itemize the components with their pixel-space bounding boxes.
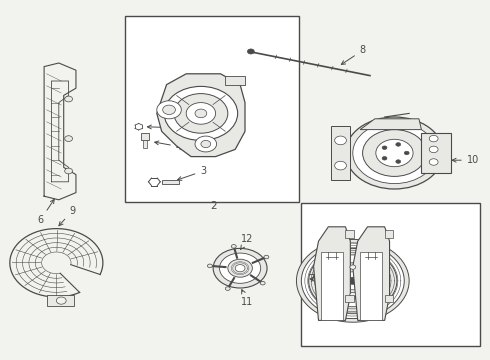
Bar: [47, 295, 74, 306]
Circle shape: [368, 279, 374, 283]
Circle shape: [260, 281, 265, 285]
Text: 4: 4: [155, 141, 182, 152]
Text: 2: 2: [210, 201, 217, 211]
Circle shape: [396, 160, 401, 163]
Circle shape: [201, 140, 211, 148]
Circle shape: [318, 255, 388, 307]
Bar: [225, 76, 245, 85]
Circle shape: [335, 161, 346, 170]
Bar: [331, 126, 350, 180]
Polygon shape: [314, 227, 350, 320]
Text: 10: 10: [452, 155, 479, 165]
Circle shape: [337, 288, 343, 293]
Bar: [143, 140, 147, 148]
Bar: [385, 230, 393, 238]
Bar: [141, 133, 149, 140]
Circle shape: [328, 263, 377, 299]
Bar: [385, 295, 393, 302]
Circle shape: [247, 49, 254, 54]
Circle shape: [235, 265, 245, 272]
Circle shape: [350, 292, 356, 297]
Circle shape: [225, 287, 230, 291]
Circle shape: [174, 94, 228, 133]
Circle shape: [382, 146, 387, 149]
Circle shape: [157, 101, 181, 119]
Circle shape: [429, 159, 438, 165]
Circle shape: [341, 272, 365, 290]
Circle shape: [376, 139, 413, 167]
Circle shape: [348, 277, 358, 284]
Circle shape: [163, 105, 175, 114]
Circle shape: [429, 135, 438, 142]
Bar: [125, 16, 299, 202]
Circle shape: [331, 279, 337, 283]
Circle shape: [363, 130, 426, 176]
Bar: [345, 295, 354, 302]
Polygon shape: [157, 74, 245, 157]
Circle shape: [382, 157, 387, 160]
Circle shape: [164, 86, 238, 140]
Circle shape: [296, 239, 409, 322]
Circle shape: [231, 244, 236, 248]
Polygon shape: [360, 119, 421, 130]
Text: 11: 11: [241, 290, 254, 307]
Circle shape: [195, 136, 217, 152]
Bar: [301, 203, 480, 346]
Text: 9: 9: [59, 206, 75, 226]
Circle shape: [429, 146, 438, 153]
Bar: [421, 133, 451, 173]
Bar: [345, 230, 354, 238]
Circle shape: [350, 265, 356, 269]
Polygon shape: [360, 252, 382, 320]
Circle shape: [363, 269, 369, 273]
Text: 1: 1: [374, 247, 388, 262]
Text: 3: 3: [177, 166, 206, 180]
Text: 7: 7: [308, 274, 315, 284]
Circle shape: [65, 96, 73, 102]
Circle shape: [228, 259, 252, 277]
Circle shape: [404, 151, 409, 155]
Polygon shape: [353, 227, 390, 320]
Circle shape: [220, 253, 261, 283]
Circle shape: [363, 288, 369, 293]
Polygon shape: [321, 252, 343, 320]
Text: 12: 12: [241, 234, 254, 249]
Circle shape: [353, 122, 436, 184]
Circle shape: [207, 264, 212, 268]
Circle shape: [396, 143, 401, 146]
Circle shape: [213, 248, 267, 288]
Text: 5: 5: [147, 123, 182, 133]
Circle shape: [345, 117, 443, 189]
Circle shape: [65, 168, 73, 174]
Circle shape: [65, 136, 73, 141]
Circle shape: [195, 109, 207, 118]
Circle shape: [335, 136, 346, 145]
Circle shape: [301, 243, 404, 319]
Circle shape: [56, 297, 66, 304]
Bar: [162, 180, 179, 184]
Text: 6: 6: [37, 199, 54, 225]
Circle shape: [186, 103, 216, 124]
Circle shape: [337, 269, 343, 273]
Circle shape: [309, 248, 397, 313]
Text: 8: 8: [342, 45, 366, 64]
Circle shape: [264, 255, 269, 259]
